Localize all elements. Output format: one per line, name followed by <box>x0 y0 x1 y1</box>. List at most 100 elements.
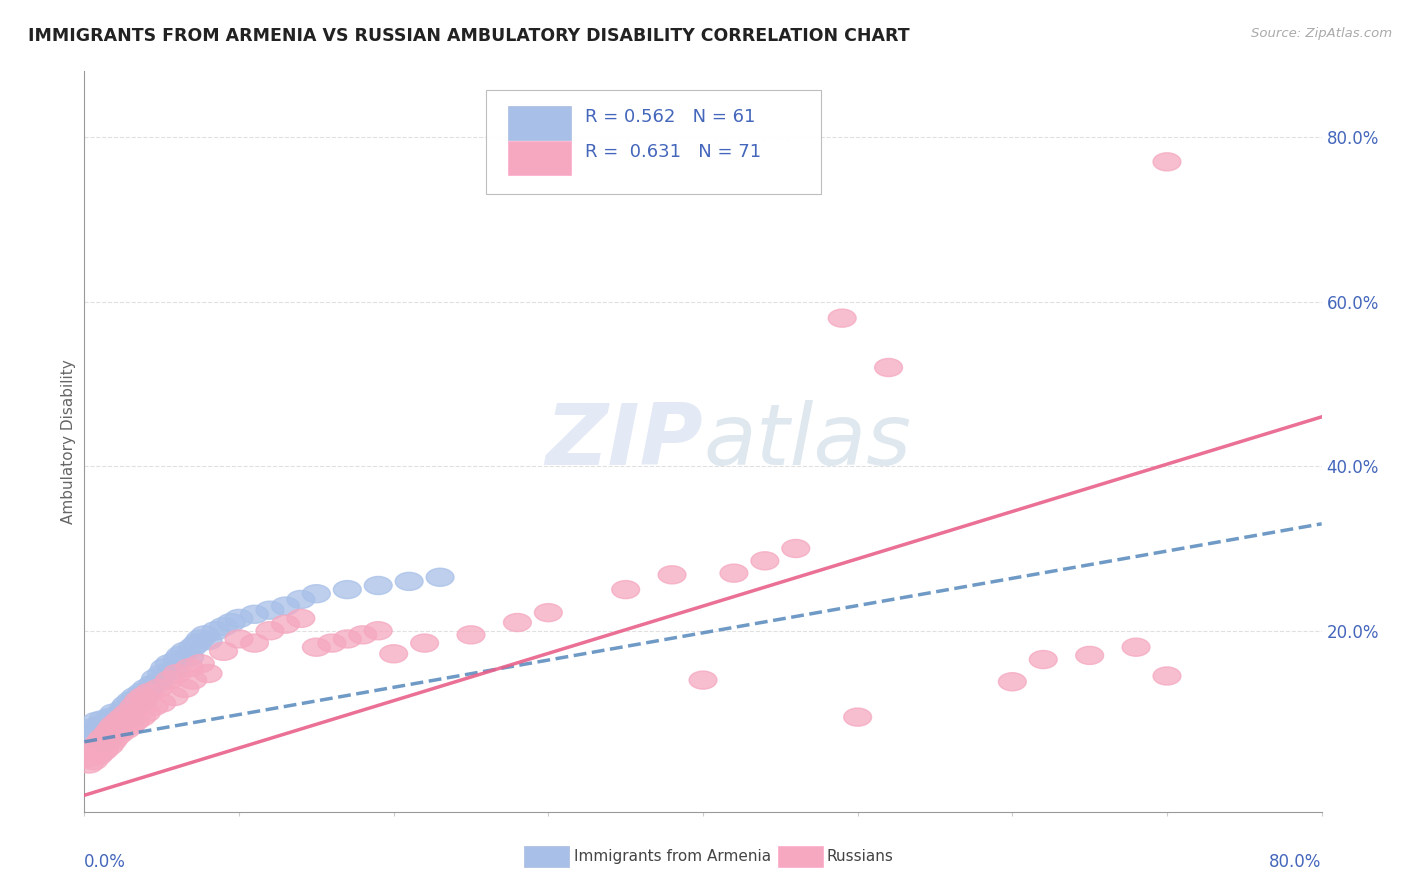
Ellipse shape <box>128 708 156 726</box>
Ellipse shape <box>271 597 299 615</box>
Ellipse shape <box>751 552 779 570</box>
Ellipse shape <box>256 622 284 640</box>
Ellipse shape <box>426 568 454 586</box>
Ellipse shape <box>156 655 183 673</box>
Ellipse shape <box>287 591 315 608</box>
Ellipse shape <box>80 752 107 770</box>
Ellipse shape <box>150 658 179 677</box>
Ellipse shape <box>163 665 191 682</box>
Ellipse shape <box>411 634 439 652</box>
Ellipse shape <box>111 710 138 728</box>
Ellipse shape <box>80 731 107 748</box>
Ellipse shape <box>117 691 145 710</box>
Ellipse shape <box>225 630 253 648</box>
Ellipse shape <box>179 671 207 690</box>
Ellipse shape <box>187 655 214 673</box>
Ellipse shape <box>110 708 136 726</box>
Ellipse shape <box>132 704 160 722</box>
Ellipse shape <box>1076 647 1104 665</box>
Ellipse shape <box>75 724 103 743</box>
Text: R =  0.631   N = 71: R = 0.631 N = 71 <box>585 144 762 161</box>
Ellipse shape <box>121 688 149 706</box>
Ellipse shape <box>1029 650 1057 669</box>
Text: R = 0.562   N = 61: R = 0.562 N = 61 <box>585 109 756 127</box>
Ellipse shape <box>689 671 717 690</box>
Ellipse shape <box>225 609 253 627</box>
Ellipse shape <box>148 694 176 712</box>
Ellipse shape <box>333 581 361 599</box>
Ellipse shape <box>97 708 125 726</box>
Ellipse shape <box>87 743 115 762</box>
Ellipse shape <box>183 634 211 652</box>
Text: Source: ZipAtlas.com: Source: ZipAtlas.com <box>1251 27 1392 40</box>
Ellipse shape <box>302 638 330 657</box>
Ellipse shape <box>135 683 163 701</box>
Text: atlas: atlas <box>703 400 911 483</box>
Ellipse shape <box>125 691 152 710</box>
Ellipse shape <box>86 716 114 734</box>
Ellipse shape <box>194 632 222 649</box>
Ellipse shape <box>75 755 103 773</box>
FancyBboxPatch shape <box>508 141 571 175</box>
Ellipse shape <box>612 581 640 599</box>
Ellipse shape <box>187 630 214 648</box>
Ellipse shape <box>302 584 330 603</box>
Ellipse shape <box>96 721 124 739</box>
Text: ZIP: ZIP <box>546 400 703 483</box>
Ellipse shape <box>141 698 167 715</box>
Ellipse shape <box>191 626 219 644</box>
Ellipse shape <box>218 614 245 632</box>
Ellipse shape <box>100 704 128 722</box>
Ellipse shape <box>98 726 127 744</box>
Ellipse shape <box>121 712 149 731</box>
Ellipse shape <box>209 617 238 636</box>
Text: IMMIGRANTS FROM ARMENIA VS RUSSIAN AMBULATORY DISABILITY CORRELATION CHART: IMMIGRANTS FROM ARMENIA VS RUSSIAN AMBUL… <box>28 27 910 45</box>
Ellipse shape <box>83 737 111 755</box>
Ellipse shape <box>159 661 187 680</box>
Ellipse shape <box>86 732 114 751</box>
Ellipse shape <box>364 576 392 595</box>
Ellipse shape <box>128 683 156 701</box>
Ellipse shape <box>107 714 135 732</box>
Ellipse shape <box>166 647 194 665</box>
Ellipse shape <box>349 626 377 644</box>
Ellipse shape <box>176 658 204 677</box>
Ellipse shape <box>844 708 872 726</box>
Ellipse shape <box>129 688 157 706</box>
Ellipse shape <box>135 681 163 699</box>
Ellipse shape <box>287 609 315 627</box>
Ellipse shape <box>1153 667 1181 685</box>
Ellipse shape <box>271 615 299 633</box>
Ellipse shape <box>115 708 143 726</box>
Ellipse shape <box>395 573 423 591</box>
Ellipse shape <box>132 680 160 698</box>
Ellipse shape <box>112 721 141 739</box>
Ellipse shape <box>828 310 856 327</box>
Ellipse shape <box>534 604 562 622</box>
Ellipse shape <box>179 638 207 657</box>
Ellipse shape <box>94 724 121 743</box>
Ellipse shape <box>96 737 124 755</box>
Ellipse shape <box>202 622 229 640</box>
Ellipse shape <box>503 614 531 632</box>
Text: 80.0%: 80.0% <box>1270 853 1322 871</box>
Ellipse shape <box>84 747 112 764</box>
Ellipse shape <box>875 359 903 376</box>
Ellipse shape <box>120 698 148 715</box>
Ellipse shape <box>176 648 204 666</box>
Ellipse shape <box>79 741 105 759</box>
Ellipse shape <box>194 665 222 682</box>
Ellipse shape <box>138 675 166 693</box>
Ellipse shape <box>98 732 127 751</box>
Ellipse shape <box>145 673 173 690</box>
Ellipse shape <box>84 722 112 740</box>
Ellipse shape <box>112 696 141 714</box>
Text: Russians: Russians <box>827 849 894 863</box>
Ellipse shape <box>105 724 134 743</box>
Ellipse shape <box>457 626 485 644</box>
Ellipse shape <box>89 729 117 747</box>
Y-axis label: Ambulatory Disability: Ambulatory Disability <box>60 359 76 524</box>
Ellipse shape <box>97 721 125 739</box>
Ellipse shape <box>114 704 142 722</box>
Ellipse shape <box>90 741 118 759</box>
